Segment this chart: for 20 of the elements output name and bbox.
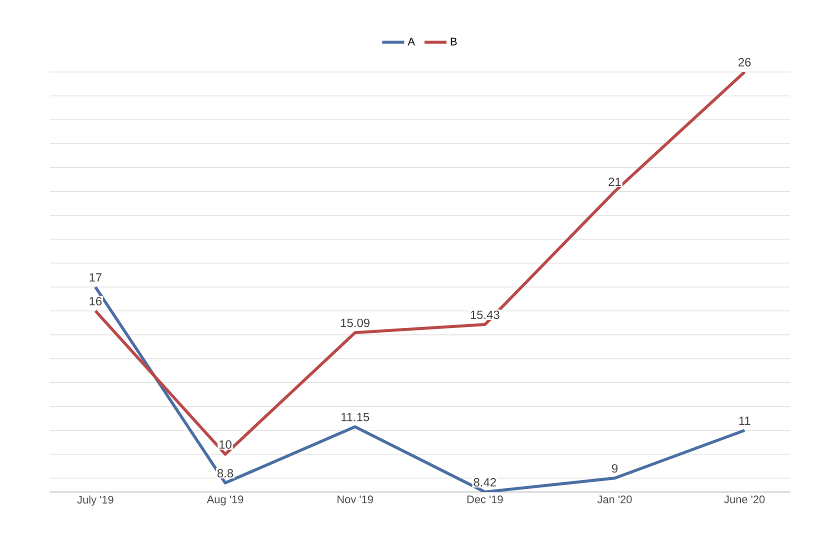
data-label: 11.15 xyxy=(341,412,370,422)
data-label: 8.42 xyxy=(474,478,496,486)
data-label: 15.43 xyxy=(470,310,500,320)
x-tick-label: Aug '19 xyxy=(206,496,244,506)
data-label: 9 xyxy=(612,464,618,473)
x-tick-label: Jan '20 xyxy=(597,496,632,504)
data-label: 11 xyxy=(739,416,750,425)
data-label: 8.8 xyxy=(217,468,234,478)
x-tick-label: Nov '19 xyxy=(338,496,373,504)
legend-label: B xyxy=(450,38,457,46)
legend-label: A xyxy=(408,38,415,46)
data-label: 21 xyxy=(608,178,621,186)
data-label: 10 xyxy=(220,440,232,449)
x-tick-label: Dec '19 xyxy=(467,496,503,504)
data-label: 15.09 xyxy=(341,318,370,328)
data-label: 26 xyxy=(738,58,751,66)
x-tick-label: July '19 xyxy=(77,496,114,506)
x-tick-label: June '20 xyxy=(724,496,765,504)
data-label: 16 xyxy=(90,296,102,306)
data-label: 17 xyxy=(90,273,102,282)
